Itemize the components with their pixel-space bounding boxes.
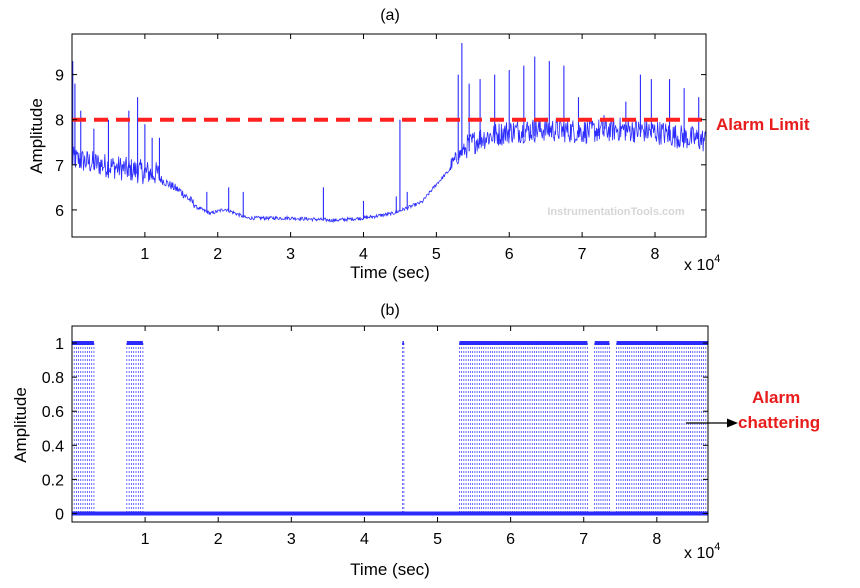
x-tick-label: 1: [141, 531, 150, 548]
x-tick-label: 3: [287, 531, 296, 548]
chart-b-alarm-signal: [71, 341, 709, 516]
chart-b-ylabel: Amplitude: [11, 387, 30, 463]
y-tick-label: 0: [55, 506, 64, 523]
x-tick-label: 6: [505, 246, 514, 263]
signal-trace: [71, 117, 707, 223]
y-tick-label: 0.6: [42, 404, 64, 421]
chart-b-x-multiplier: x 104: [684, 541, 720, 562]
chart-a-x-ticks: 1 2 3 4 5 6 7 8: [140, 34, 660, 263]
y-tick-label: 8: [55, 113, 64, 130]
x-tick-label: 2: [213, 246, 222, 263]
y-tick-label: 0.8: [42, 370, 64, 387]
chart-a-x-multiplier-exp: 4: [714, 253, 720, 265]
x-tick-label: 5: [432, 246, 441, 263]
alarm-chattering-label-1: Alarm: [752, 388, 800, 407]
x-tick-label: 4: [359, 246, 368, 263]
chart-b-title: (b): [380, 302, 400, 319]
chart-a-y-ticks: 6 7 8 9: [55, 68, 706, 220]
alarm-chattering-arrowhead: [727, 418, 738, 428]
chart-b-x-ticks: 1 2 3 4 5 6 7 8: [141, 326, 661, 548]
chart-b-x-multiplier-exp: 4: [714, 541, 720, 553]
chart-b-axes-box: [71, 325, 709, 523]
chart-a: (a) 1 2 3 4 5 6 7 8 6 7 8 9 Time (sec) Amplitude x…: [27, 7, 810, 282]
chart-b-y-ticks: 0 0.2 0.4 0.6 0.8 1: [42, 336, 708, 523]
chart-a-x-multiplier: x 104: [684, 253, 720, 274]
y-tick-label: 0.4: [42, 438, 64, 455]
x-tick-label: 4: [360, 531, 369, 548]
x-tick-label: 8: [651, 246, 660, 263]
y-tick-label: 0.2: [42, 472, 64, 489]
chart-a-x-multiplier-base: x 10: [684, 257, 714, 274]
watermark: InstrumentationTools.com: [547, 206, 685, 218]
x-tick-label: 5: [433, 531, 442, 548]
y-tick-label: 9: [55, 68, 64, 85]
y-tick-label: 1: [55, 336, 64, 353]
alarm-limit-label: Alarm Limit: [716, 115, 810, 134]
chart-a-signal: [71, 43, 707, 223]
x-tick-label: 8: [652, 531, 661, 548]
chart-b-xlabel: Time (sec): [350, 560, 430, 579]
chart-b: (b) 1 2 3 4 5 6 7 8 0 0.2 0.4 0.6 0.8 1 Time (sec) A…: [11, 302, 820, 579]
x-tick-label: 2: [214, 531, 223, 548]
y-tick-label: 7: [55, 158, 64, 175]
chart-b-x-multiplier-base: x 10: [684, 545, 714, 562]
chart-a-title: (a): [380, 7, 400, 24]
alarm-chattering-label-2: chattering: [738, 413, 820, 432]
y-tick-label: 6: [55, 203, 64, 220]
x-tick-label: 6: [506, 531, 515, 548]
chart-a-xlabel: Time (sec): [350, 263, 430, 282]
x-tick-label: 1: [140, 246, 149, 263]
chart-a-ylabel: Amplitude: [27, 98, 46, 174]
chart-a-axes-box: [71, 33, 707, 238]
x-tick-label: 7: [579, 531, 588, 548]
x-tick-label: 3: [286, 246, 295, 263]
x-tick-label: 7: [578, 246, 587, 263]
